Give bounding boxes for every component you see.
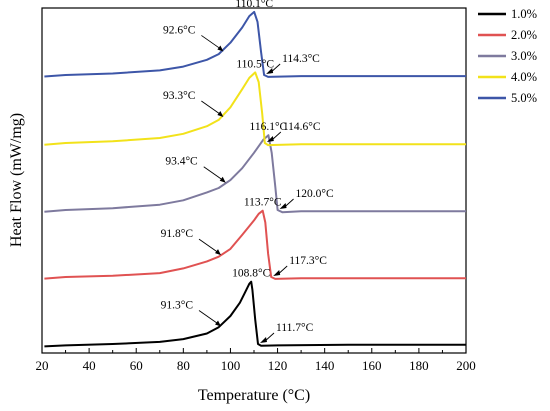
arrow-head (215, 249, 222, 256)
arrow-head (215, 320, 222, 327)
series-line (44, 71, 466, 147)
legend-label: 3.0% (511, 49, 537, 63)
arrow-head (273, 270, 281, 276)
x-tick-label: 140 (315, 358, 335, 373)
peak-label: 108.8°C (232, 268, 270, 280)
peak-label: 110.5°C (236, 58, 274, 70)
series-line (44, 134, 466, 214)
endset-label: 114.3°C (282, 53, 320, 65)
y-axis-label: Heat Flow (mW/mg) (8, 113, 25, 247)
legend-label: 2.0% (511, 28, 537, 42)
annotation-arrow (198, 238, 220, 254)
arrow-head (279, 203, 287, 209)
legend-label: 1.0% (511, 7, 537, 21)
x-tick-label: 20 (36, 358, 49, 373)
x-tick-label: 80 (177, 358, 190, 373)
peak-annotations: 91.3°C 108.8°C 111.7°C 91.8°C 113.7°C 117.3°C… (161, 0, 334, 343)
annotation-arrow (198, 310, 220, 325)
x-tick-label: 180 (409, 358, 429, 373)
peak-label: 116.1°C (250, 121, 288, 133)
x-tick-label: 40 (83, 358, 96, 373)
annotation-arrow (201, 35, 222, 50)
endset-label: 120.0°C (296, 188, 334, 200)
series-line (44, 10, 466, 78)
arrow-head (260, 337, 268, 343)
onset-label: 91.8°C (161, 228, 194, 240)
annotation-arrow (203, 166, 224, 182)
series-line (44, 280, 466, 348)
onset-label: 91.3°C (161, 300, 194, 312)
series-line (44, 209, 466, 280)
endset-label: 117.3°C (289, 255, 327, 267)
x-tick-label: 60 (130, 358, 143, 373)
arrow-head (217, 45, 224, 52)
arrow-head (266, 68, 274, 74)
x-tick-label: 100 (221, 358, 241, 373)
onset-label: 92.6°C (163, 24, 196, 36)
x-tick-label: 160 (362, 358, 382, 373)
endset-label: 114.6°C (283, 121, 321, 133)
endset-label: 111.7°C (276, 322, 314, 334)
x-tick-label: 200 (456, 358, 476, 373)
annotation-arrow (201, 100, 222, 116)
series-curves (44, 10, 466, 348)
arrow-head (266, 136, 274, 142)
legend: 1.0% 2.0% 3.0% 4.0% 5.0% (478, 7, 537, 105)
onset-label: 93.4°C (165, 156, 198, 168)
peak-label: 110.1°C (235, 0, 273, 10)
legend-label: 4.0% (511, 70, 537, 84)
peak-label: 113.7°C (244, 197, 282, 209)
arrow-head (217, 110, 224, 117)
legend-label: 5.0% (511, 91, 537, 105)
x-axis-label: Temperature (°C) (198, 387, 310, 404)
arrow-head (219, 176, 226, 183)
x-axis-ticks: 20 40 60 80 100 120 140 160 180 200 (36, 348, 476, 373)
onset-label: 93.3°C (163, 90, 196, 102)
x-tick-label: 120 (268, 358, 288, 373)
